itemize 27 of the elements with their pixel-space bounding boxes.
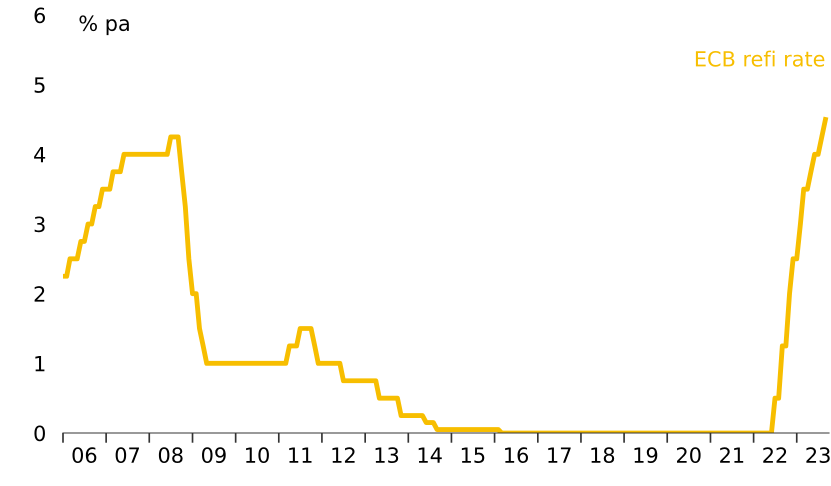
y-tick-label: 3 [34,216,45,232]
x-tick-label: 15 [462,448,484,464]
x-tick-label: 14 [418,448,442,463]
x-tick-label: 08 [158,447,183,464]
x-tick-label: 06 [72,447,96,464]
x-tick-label: 16 [505,447,528,464]
y-tick-label: 0 [34,425,45,442]
x-tick-label: 23 [806,447,830,464]
x-tick-label: 11 [289,448,312,463]
x-tick-label: 17 [548,448,571,463]
y-tick-label: 2 [34,286,44,302]
x-tick-label: 21 [720,447,744,463]
y-tick-label: 5 [34,77,45,93]
x-tick-label: 09 [202,447,226,464]
y-tick-label: 6 [34,7,46,24]
y-axis-title: % pa [79,15,129,36]
x-tick-label: 20 [677,447,701,464]
y-tick-label: 1 [35,356,44,372]
x-tick-label: 10 [246,447,269,464]
x-tick-label: 19 [634,447,658,464]
text: ECB refi rate [696,50,824,67]
x-tick-label: 22 [763,447,786,463]
x-tick-label: 18 [591,447,614,464]
x-tick-label: 07 [116,447,139,464]
x-tick-label: 13 [376,447,398,464]
x-tick-label: 12 [332,447,355,463]
y-tick-label: 4 [34,147,46,162]
